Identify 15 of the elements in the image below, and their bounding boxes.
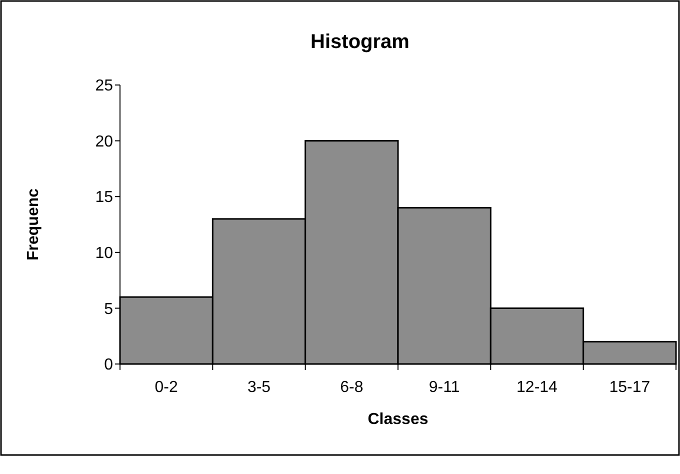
x-tick-label: 12-14: [516, 379, 558, 396]
y-tick-label: 25: [95, 78, 114, 95]
x-axis-title: Classes: [368, 411, 428, 428]
x-tick-label: 0-2: [154, 379, 178, 396]
x-tick-label: 15-17: [609, 379, 650, 396]
x-tick-label: 9-11: [428, 379, 460, 396]
y-axis-title: Frequenc: [25, 188, 42, 261]
y-tick-label: 20: [95, 133, 114, 150]
y-tick-label: 0: [104, 356, 114, 374]
y-tick-label: 5: [104, 300, 114, 318]
x-tick-label: 6-8: [340, 379, 364, 396]
x-tick-label: 3-5: [247, 379, 271, 396]
y-tick-label: 15: [95, 189, 114, 206]
y-tick-label: 10: [95, 245, 114, 262]
chart-title: Histogram: [310, 31, 410, 53]
